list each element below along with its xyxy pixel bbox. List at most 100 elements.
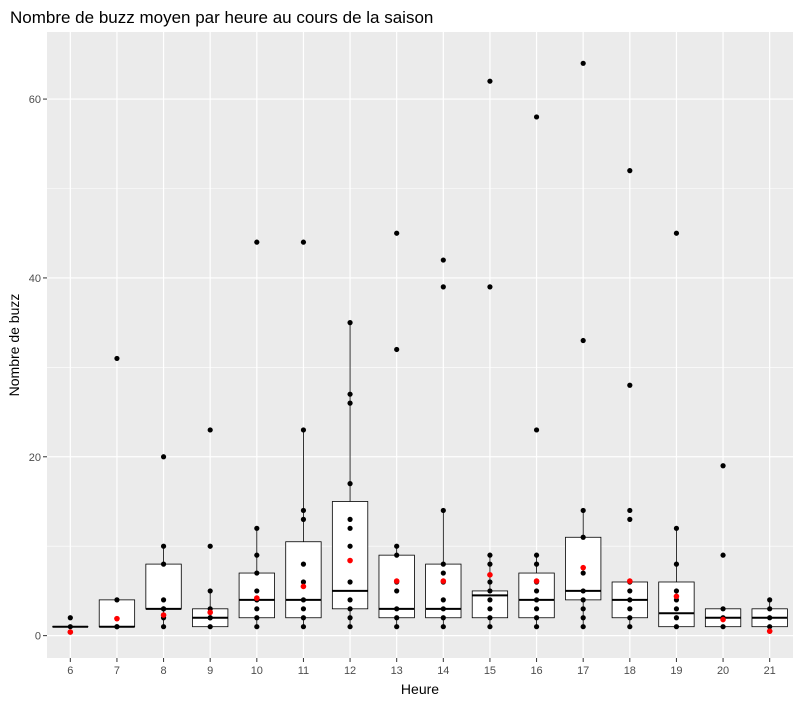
data-point	[254, 606, 260, 612]
x-tick-label: 20	[717, 665, 729, 677]
data-point	[627, 606, 633, 612]
mean-point	[487, 572, 493, 578]
data-point	[580, 507, 586, 514]
data-point	[347, 320, 353, 326]
data-point	[300, 561, 307, 567]
x-tick-label: 11	[298, 665, 309, 677]
data-point	[207, 615, 213, 621]
data-point	[533, 624, 540, 630]
data-point	[394, 606, 400, 612]
data-point	[114, 597, 120, 603]
data-point	[533, 427, 540, 433]
data-point	[300, 579, 307, 585]
data-point	[627, 516, 633, 522]
data-point	[300, 507, 307, 514]
x-tick-label: 12	[344, 665, 356, 677]
data-point	[580, 337, 586, 344]
data-point	[347, 579, 353, 585]
data-point	[254, 624, 260, 630]
data-point	[394, 346, 400, 353]
data-point	[580, 615, 586, 621]
data-point	[207, 543, 213, 549]
data-point	[394, 552, 400, 558]
chart-title: Nombre de buzz moyen par heure au cours …	[10, 8, 433, 27]
data-point	[487, 615, 493, 621]
y-tick-label: 20	[29, 452, 41, 464]
data-point	[720, 624, 726, 630]
data-point	[160, 561, 167, 567]
data-point	[347, 516, 353, 522]
data-point	[487, 552, 493, 558]
data-point	[580, 606, 586, 612]
data-point	[160, 454, 167, 460]
points-hour-16	[533, 114, 540, 630]
data-point	[533, 561, 540, 567]
x-tick-label: 18	[624, 665, 636, 677]
x-tick-label: 14	[437, 665, 449, 677]
data-point	[114, 624, 120, 630]
data-point	[673, 606, 680, 612]
mean-point	[207, 609, 213, 616]
y-tick-label: 40	[29, 273, 41, 285]
points-hour-9	[207, 427, 213, 630]
points-hour-8	[160, 454, 167, 630]
points-layer	[67, 60, 773, 635]
data-point	[673, 615, 680, 621]
data-point	[440, 284, 446, 290]
data-point	[394, 624, 400, 630]
mean-point	[393, 578, 400, 584]
data-point	[767, 606, 773, 612]
data-point	[487, 78, 493, 84]
data-point	[347, 525, 353, 531]
data-point	[487, 284, 493, 290]
data-point	[207, 427, 213, 433]
data-point	[254, 615, 260, 621]
data-point	[207, 624, 213, 630]
data-point	[394, 588, 400, 594]
mean-point	[720, 616, 726, 623]
data-point	[114, 355, 120, 362]
data-point	[487, 561, 493, 567]
x-tick-label: 8	[161, 665, 167, 677]
y-tick-label: 0	[35, 631, 41, 643]
data-point	[254, 552, 260, 558]
data-point	[673, 588, 680, 594]
data-point	[67, 624, 73, 630]
data-point	[347, 624, 353, 630]
x-tick-label: 6	[67, 665, 73, 677]
data-point	[394, 230, 400, 236]
data-point	[580, 624, 586, 630]
data-point	[533, 114, 540, 120]
mean-point	[766, 628, 773, 634]
x-tick-label: 16	[530, 665, 542, 677]
points-hour-6	[67, 615, 74, 635]
mean-point	[627, 578, 633, 584]
data-point	[347, 543, 353, 549]
data-point	[767, 597, 773, 603]
points-hour-10	[254, 239, 260, 630]
x-tick-label: 15	[484, 665, 496, 677]
data-point	[440, 570, 446, 576]
box-hour-13	[378, 546, 415, 627]
data-point	[347, 606, 353, 612]
points-hour-7	[114, 355, 120, 630]
mean-point	[114, 615, 120, 622]
data-point	[160, 624, 167, 630]
points-hour-21	[766, 597, 773, 634]
data-point	[300, 624, 307, 630]
data-point	[533, 588, 540, 594]
data-point	[720, 606, 726, 612]
data-point	[580, 597, 586, 603]
data-point	[160, 543, 167, 549]
data-point	[300, 427, 307, 433]
points-hour-13	[393, 230, 400, 630]
data-point	[627, 615, 633, 621]
points-hour-12	[347, 320, 353, 630]
data-point	[533, 597, 540, 603]
y-axis-title: Nombre de buzz	[6, 294, 22, 397]
points-hour-19	[673, 230, 680, 630]
mean-point	[673, 593, 680, 600]
box-hour-7	[98, 599, 136, 628]
data-point	[160, 606, 167, 612]
